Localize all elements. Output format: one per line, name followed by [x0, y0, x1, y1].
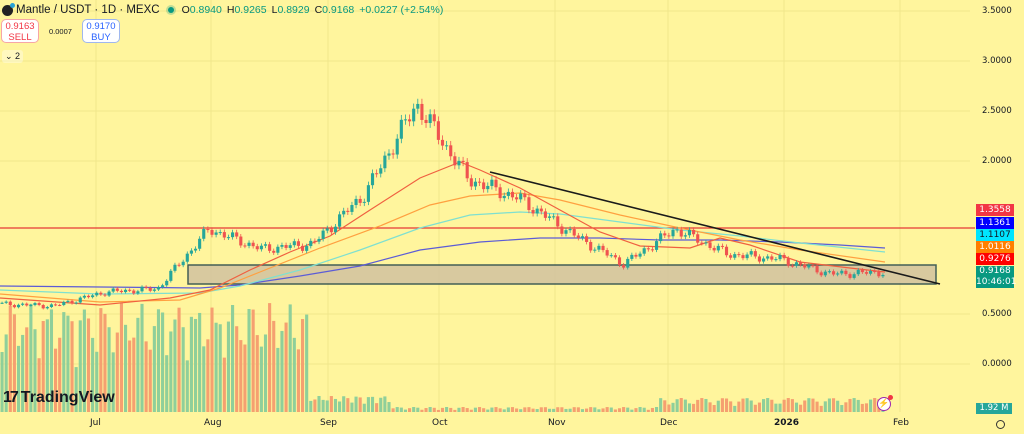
tradingview-mark-icon: 17 — [3, 389, 19, 406]
price-tag-ma-cyan: 1.1107 — [976, 229, 1014, 241]
time-tick: Feb — [893, 418, 909, 428]
ma-orange — [0, 192, 886, 303]
tradingview-logo[interactable]: 17 TradingView — [3, 389, 115, 406]
ohlc-close: C0.9168 — [314, 4, 355, 16]
price-tick: 3.0000 — [982, 56, 1012, 66]
last-price-tag: 0.9168 10:46:01 — [976, 266, 1017, 288]
price-tick: 2.0000 — [982, 156, 1012, 166]
ohlc-open: O0.8940 — [181, 4, 222, 16]
ohlc-low: L0.8929 — [271, 4, 310, 16]
sell-button[interactable]: 0.9163 SELL — [1, 19, 39, 43]
volume-tag: 1.92 M — [976, 403, 1012, 414]
price-tick: 3.5000 — [982, 6, 1012, 16]
spread-value: 0.0007 — [49, 26, 72, 36]
chart-header: Mantle / USDT · 1D · MEXC O0.8940 H0.926… — [0, 2, 443, 18]
market-status-icon — [167, 7, 174, 13]
volume-bars — [0, 302, 885, 412]
price-tag-ma-blue: 1.1361 — [976, 217, 1014, 229]
support-zone — [187, 264, 937, 285]
time-tick: Nov — [548, 418, 566, 428]
mantle-logo-icon — [2, 2, 15, 16]
settings-gear-icon[interactable] — [996, 420, 1005, 429]
symbol-title[interactable]: Mantle / USDT · 1D · MEXC — [16, 4, 160, 16]
price-tick: 0.0000 — [982, 359, 1012, 369]
trade-buttons: 0.9163 SELL 0.0007 0.9170 BUY — [1, 19, 120, 43]
buy-button[interactable]: 0.9170 BUY — [81, 19, 120, 43]
time-tick: Sep — [320, 418, 337, 428]
price-change: +0.0227 (+2.54%) — [359, 4, 444, 16]
indicators-toggle[interactable]: ⌄ 2 — [2, 50, 24, 63]
price-tick: 2.5000 — [982, 106, 1012, 116]
ma-cyan — [0, 211, 886, 295]
price-tag-resistance: 1.3558 — [976, 204, 1014, 216]
time-tick: Oct — [432, 418, 448, 428]
time-tick: Dec — [660, 418, 678, 428]
time-tick: Jul — [90, 418, 101, 428]
lightning-alert-icon[interactable]: ⚡ — [877, 395, 893, 411]
ohlc-high: H0.9265 — [226, 4, 267, 16]
ma-red — [0, 161, 886, 306]
price-tag-ma-red: 0.9276 — [976, 253, 1014, 265]
price-tag-ma-orange: 1.0116 — [976, 241, 1014, 253]
time-tick: Aug — [204, 418, 222, 428]
trendline — [489, 171, 941, 285]
time-tick: 2026 — [774, 418, 800, 428]
candles — [0, 98, 885, 310]
ma-blue — [0, 237, 886, 289]
price-tick: 0.5000 — [982, 309, 1012, 319]
